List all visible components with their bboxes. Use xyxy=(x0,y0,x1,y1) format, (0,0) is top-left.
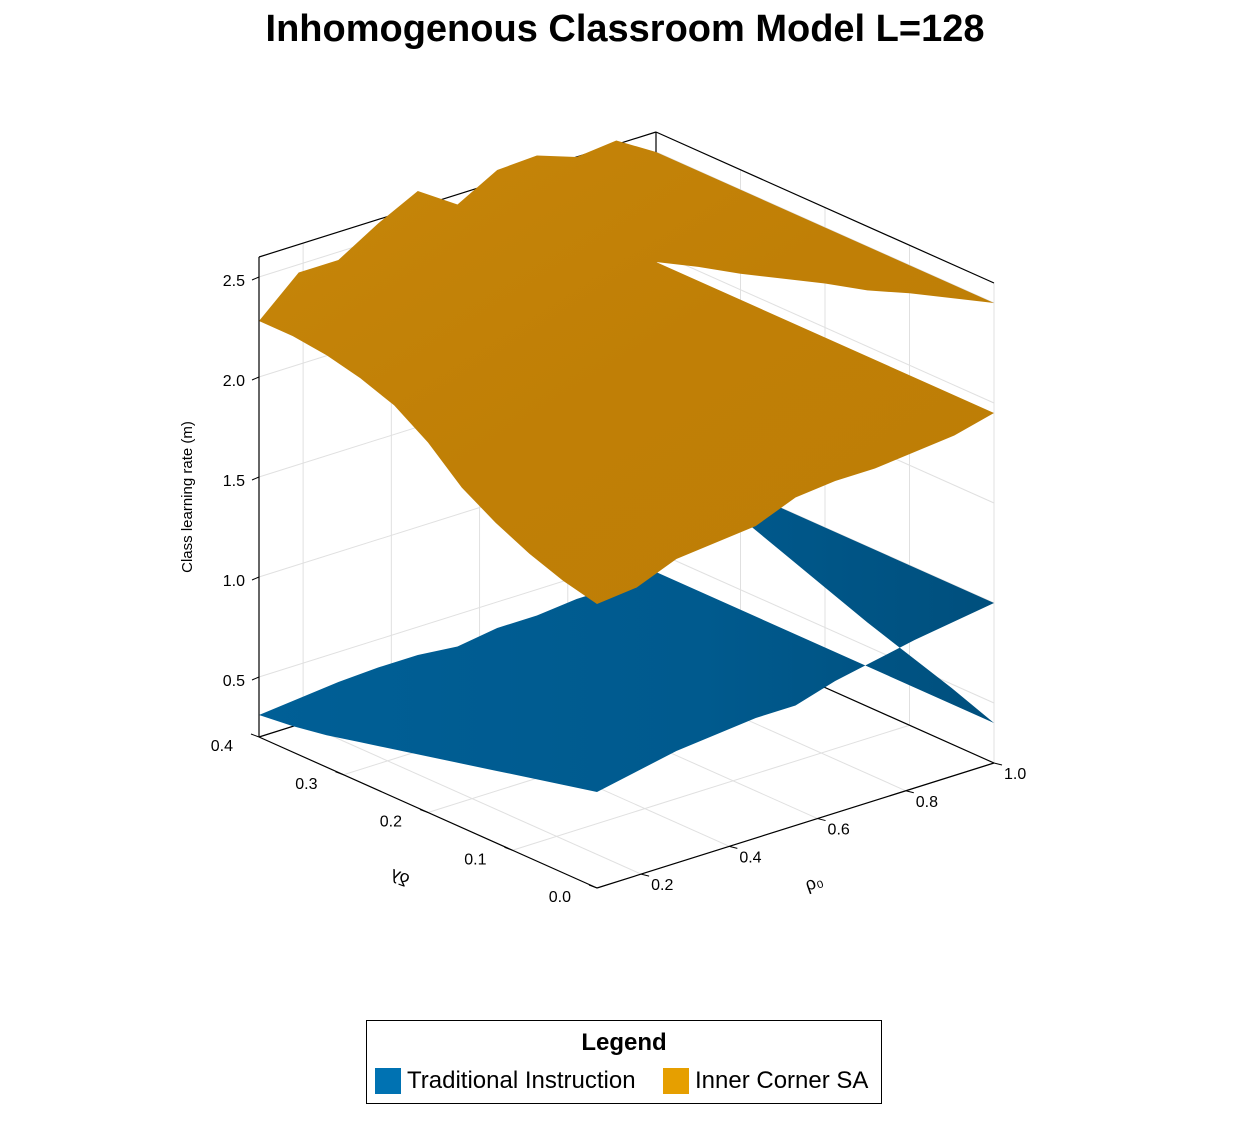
legend-item-inner-corner: Inner Corner SA xyxy=(663,1067,868,1095)
dl-tick-label: 0.3 xyxy=(295,776,317,793)
legend-item-traditional: Traditional Instruction xyxy=(375,1067,636,1095)
z-tick-label: 2.0 xyxy=(223,373,245,390)
dl-tick-mark xyxy=(504,846,513,851)
z-tick-label: 0.5 xyxy=(223,673,245,690)
z-tick-label: 2.5 xyxy=(223,273,245,290)
rho-tick-label: 0.6 xyxy=(828,822,850,839)
z-tick-mark xyxy=(251,276,260,281)
rho-axis-line xyxy=(596,762,995,889)
dl-tick-mark xyxy=(335,771,344,776)
chart-title: Inhomogenous Classroom Model L=128 xyxy=(265,8,985,50)
rho-axis-label: ρ₀ xyxy=(802,870,825,895)
dl-tick-label: 0.4 xyxy=(211,738,233,755)
dl-axis-label: δλ xyxy=(388,865,412,890)
z-axis-label: Class learning rate (m) xyxy=(179,421,196,573)
rho-tick-label: 0.8 xyxy=(916,794,938,811)
legend-label-traditional: Traditional Instruction xyxy=(407,1067,636,1094)
dl-tick-mark xyxy=(250,733,260,738)
rho-tick-mark xyxy=(905,790,914,794)
legend: Legend Traditional Instruction Inner Cor… xyxy=(366,1020,882,1104)
surface-traditional-instruction xyxy=(259,452,994,792)
dl-tick-label: 0.1 xyxy=(464,851,486,868)
dl-tick-mark xyxy=(419,809,429,813)
z-tick-mark xyxy=(251,376,260,381)
z-tick-mark xyxy=(251,476,260,481)
gridline-dl-floor xyxy=(512,724,910,851)
dl-tick-mark xyxy=(588,884,598,889)
rho-tick-label: 0.4 xyxy=(739,849,761,866)
z-tick-label: 1.0 xyxy=(223,573,245,590)
rho-tick-mark xyxy=(729,845,738,849)
z-tick-mark xyxy=(251,676,260,681)
tick-labels: 0.5 1.0 1.5 2.0 2.5 0.0 0.1 0.2 0.3 0.4 0.2 0.4 0.6 0… xyxy=(179,273,1026,906)
legend-swatch-traditional xyxy=(375,1068,401,1094)
rho-tick-mark xyxy=(640,873,650,877)
legend-label-inner-corner: Inner Corner SA xyxy=(695,1067,869,1094)
z-tick-mark xyxy=(251,576,260,581)
axis-edge-top-back-right xyxy=(655,131,995,284)
surface-plot: 0.5 1.0 1.5 2.0 2.5 0.0 0.1 0.2 0.3 0.4 0.2 0.4 0.6 0… xyxy=(179,131,1026,906)
rho-tick-label: 0.2 xyxy=(651,877,673,894)
rho-tick-label: 1.0 xyxy=(1004,766,1026,783)
rho-tick-mark xyxy=(817,818,826,822)
surfaces xyxy=(259,140,994,792)
rho-tick-mark xyxy=(993,762,1003,766)
dl-tick-label: 0.2 xyxy=(380,814,402,831)
z-tick-label: 1.5 xyxy=(223,473,245,490)
legend-swatch-inner-corner xyxy=(663,1068,689,1094)
legend-title: Legend xyxy=(581,1029,667,1056)
dl-tick-label: 0.0 xyxy=(549,889,571,906)
surface-inner-corner-sa xyxy=(259,140,994,604)
